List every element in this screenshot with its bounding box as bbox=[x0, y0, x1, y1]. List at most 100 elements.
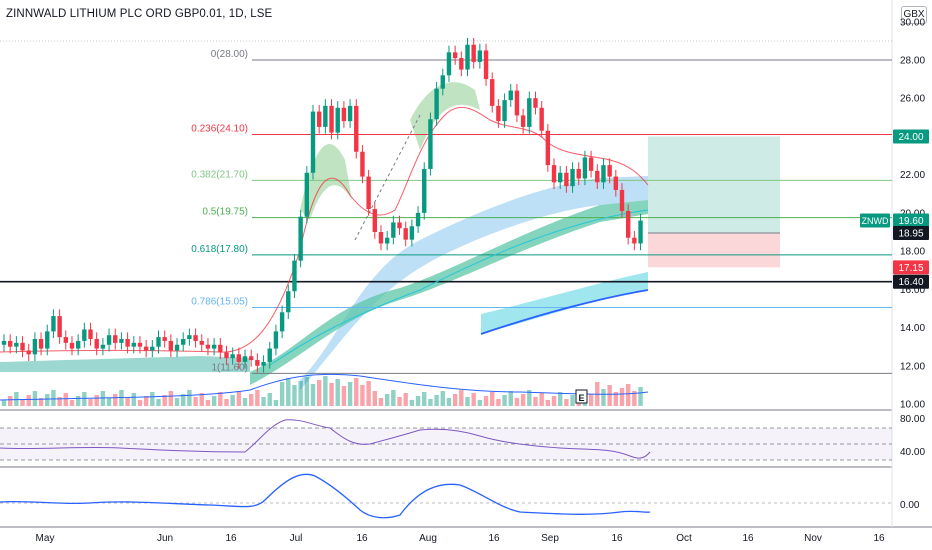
candle-body bbox=[156, 337, 161, 347]
candle-body bbox=[143, 346, 149, 351]
candle-body bbox=[422, 168, 427, 213]
volume-bar bbox=[502, 395, 507, 406]
x-axis-tick: Jul bbox=[290, 533, 303, 544]
candle-body bbox=[211, 344, 217, 349]
candle-body bbox=[57, 316, 62, 338]
volume-bar bbox=[520, 394, 526, 406]
candle-body bbox=[582, 157, 588, 179]
candle-body bbox=[316, 111, 322, 127]
volume-bar bbox=[514, 398, 520, 406]
currency-button[interactable]: GBX bbox=[901, 6, 927, 24]
volume-bar bbox=[292, 385, 297, 406]
candle-body bbox=[391, 222, 396, 238]
price-axis-tick: 26.00 bbox=[900, 94, 925, 105]
candle-body bbox=[354, 105, 359, 152]
earnings-marker-label: E bbox=[578, 393, 584, 403]
volume-bar bbox=[558, 392, 563, 406]
price-axis-tick: 30.00 bbox=[900, 17, 925, 28]
x-axis-tick: Oct bbox=[676, 533, 692, 544]
price-label: 19.60 bbox=[898, 216, 923, 227]
volume-bar bbox=[638, 387, 643, 406]
candle-body bbox=[372, 209, 377, 232]
volume-bar bbox=[156, 399, 161, 406]
price-label-box bbox=[893, 274, 929, 289]
trend-line bbox=[354, 114, 421, 241]
volume-bar bbox=[545, 400, 551, 406]
candle-body bbox=[520, 115, 526, 127]
volume-bar bbox=[619, 388, 625, 406]
candle-body bbox=[403, 228, 408, 240]
price-label-box bbox=[893, 129, 929, 144]
candle-body bbox=[638, 220, 643, 244]
volume-bar bbox=[335, 379, 340, 406]
x-axis-tick: 16 bbox=[356, 533, 368, 544]
candle-body bbox=[490, 79, 495, 106]
candle-body bbox=[496, 105, 501, 122]
candle-body bbox=[45, 331, 50, 349]
volume-bar bbox=[533, 397, 538, 406]
volume-bar bbox=[150, 392, 155, 406]
candle-body bbox=[465, 44, 470, 70]
volume-bar bbox=[7, 396, 13, 406]
x-axis-tick: Sep bbox=[541, 533, 559, 544]
volume-bar bbox=[106, 398, 112, 406]
candle-body bbox=[162, 337, 167, 341]
chart-title: ZINNWALD LITHIUM PLC ORD GBP0.01, 1D, LS… bbox=[6, 8, 273, 20]
volume-bar bbox=[465, 397, 470, 406]
candle-body bbox=[236, 354, 242, 362]
earnings-marker bbox=[575, 389, 588, 404]
x-axis-tick: 16 bbox=[611, 533, 623, 544]
volume-bar bbox=[434, 395, 439, 406]
volume-bar bbox=[286, 378, 291, 406]
candle-body bbox=[508, 90, 513, 101]
volume-bar bbox=[496, 399, 501, 406]
volume-bar bbox=[588, 394, 594, 406]
volume-bar bbox=[471, 393, 476, 406]
candle-body bbox=[625, 210, 631, 238]
volume-bar bbox=[137, 400, 143, 406]
ribbon-jul bbox=[300, 144, 352, 220]
candle-body bbox=[607, 165, 612, 177]
x-axis-tick: May bbox=[36, 533, 55, 544]
volume-bar bbox=[632, 391, 637, 406]
volume-bar bbox=[477, 400, 483, 406]
volume-bar bbox=[490, 392, 495, 406]
candle-body bbox=[82, 329, 87, 341]
volume-bar bbox=[38, 398, 44, 406]
rsi-axis-tick: 40.00 bbox=[900, 447, 925, 458]
volume-bar bbox=[267, 393, 272, 406]
volume-bar bbox=[94, 395, 99, 406]
candle-body bbox=[440, 75, 445, 89]
candle-body bbox=[415, 212, 421, 227]
volume-bar bbox=[162, 395, 167, 406]
price-label: 18.95 bbox=[898, 228, 923, 239]
candle-body bbox=[106, 335, 112, 345]
candle-body bbox=[514, 90, 520, 116]
volume-bar bbox=[452, 394, 458, 406]
candle-body bbox=[378, 232, 384, 244]
candle-body bbox=[273, 331, 279, 349]
volume-bar bbox=[32, 391, 38, 406]
candle-body bbox=[588, 157, 594, 171]
price-axis-tick: 18.00 bbox=[900, 247, 925, 258]
volume-bar bbox=[242, 398, 248, 406]
candle-body bbox=[125, 339, 130, 347]
candle-body bbox=[51, 316, 56, 332]
volume-bar bbox=[539, 393, 544, 406]
volume-bar bbox=[366, 381, 371, 406]
x-axis-tick: 16 bbox=[742, 533, 754, 544]
position-profit-zone bbox=[648, 136, 780, 233]
candle-body bbox=[119, 339, 124, 343]
price-axis-tick: 28.00 bbox=[900, 56, 925, 67]
volume-bar bbox=[261, 397, 266, 406]
volume-bar bbox=[181, 394, 186, 406]
volume-bar bbox=[249, 394, 254, 406]
fib-level-label: 0.786(15.05) bbox=[191, 296, 248, 307]
candle-body bbox=[323, 105, 328, 127]
ribbon-left bbox=[0, 356, 250, 372]
volume-bar bbox=[113, 394, 118, 406]
volume-bar bbox=[391, 390, 396, 406]
volume-bar bbox=[279, 382, 285, 406]
candle-body bbox=[137, 342, 143, 347]
